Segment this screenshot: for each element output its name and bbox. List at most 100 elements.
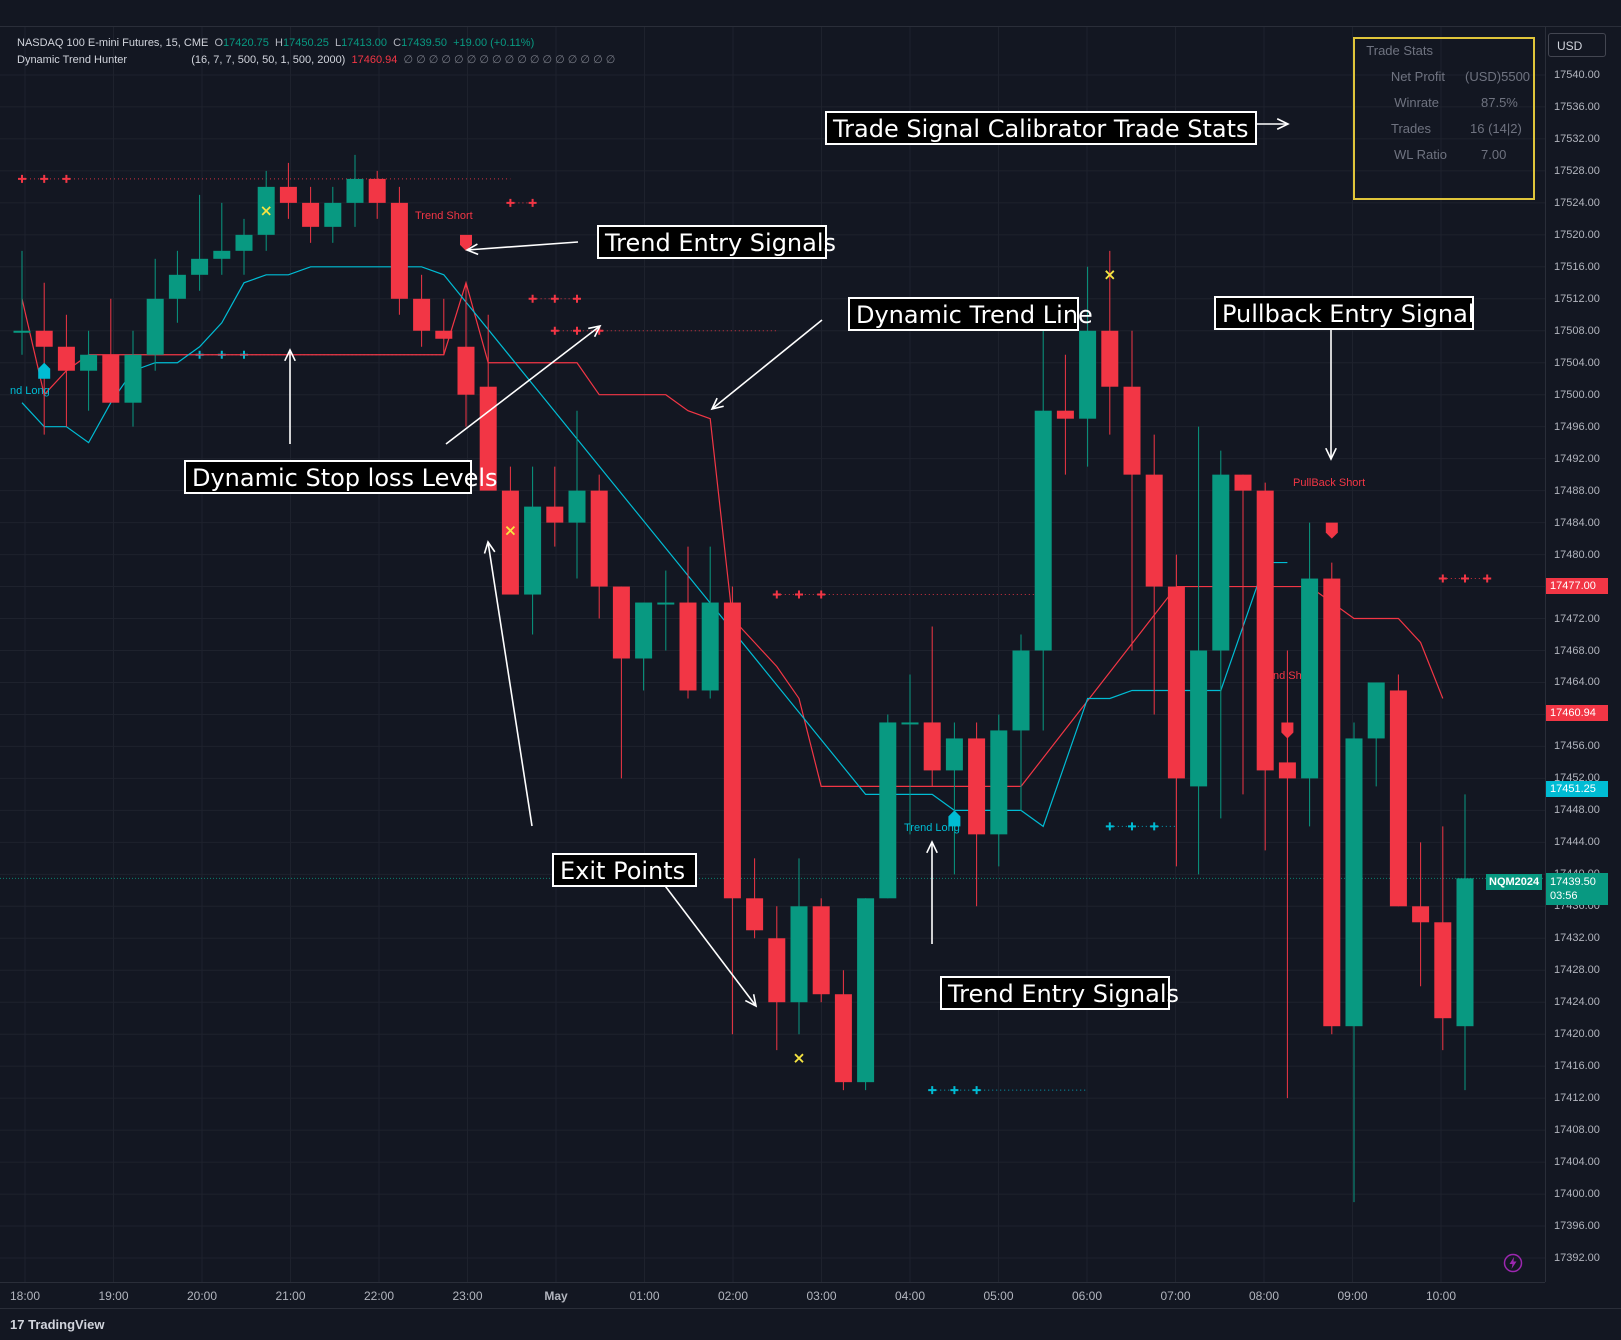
exit-point-marker — [1105, 270, 1115, 280]
callout-trend-entry-bottom: Trend Entry Signals — [940, 976, 1179, 1010]
candle-body — [679, 602, 697, 691]
candle-body — [1079, 330, 1097, 419]
price-tick-label: 17400.00 — [1554, 1188, 1600, 1201]
tradingview-logo-icon: 17 — [10, 1317, 25, 1332]
stats-value: (USD)5500 — [1465, 69, 1531, 84]
exit-point-marker — [261, 206, 271, 216]
lightning-icon[interactable] — [1503, 1253, 1523, 1273]
price-tick-label: 17432.00 — [1554, 932, 1600, 945]
candle-body — [1345, 738, 1363, 1027]
candle-body — [857, 898, 875, 1083]
candle-body — [1323, 578, 1341, 1027]
candle-body — [390, 202, 408, 299]
stop-level-plus-marker — [1461, 574, 1469, 583]
candle-body — [168, 274, 186, 299]
annotation-arrowhead — [588, 324, 602, 338]
callout-dynamic-trend-line: Dynamic Trend Line — [848, 297, 1093, 331]
time-tick-label: 07:00 — [1160, 1289, 1191, 1303]
candle-body — [812, 906, 830, 995]
contract-badge: NQM2024 — [1486, 874, 1543, 890]
candle-body — [146, 298, 164, 355]
candle-body — [1212, 474, 1230, 651]
candle-body — [1056, 410, 1074, 419]
candle-body — [968, 738, 986, 835]
tradingview-logo[interactable]: 17 TradingView — [10, 1317, 104, 1332]
low-key: L — [335, 37, 342, 49]
candle-body — [945, 738, 963, 771]
exit-point-marker — [794, 1053, 804, 1063]
trend-long-signal-marker — [948, 810, 961, 827]
trend-line-price-tag: 17451.25 — [1546, 781, 1608, 797]
price-tick-label: 17416.00 — [1554, 1060, 1600, 1073]
price-tick-label: 17500.00 — [1554, 388, 1600, 401]
time-tick-label: 02:00 — [717, 1289, 749, 1303]
candle-body — [457, 346, 475, 395]
candle-body — [1412, 906, 1430, 923]
stop-level-plus-marker — [550, 326, 559, 335]
bottom-bar: 17 TradingView — [0, 1308, 1621, 1340]
price-tick-label: 17532.00 — [1554, 132, 1600, 145]
candle-body — [790, 906, 808, 1003]
trend-long-label: Trend Long — [904, 822, 960, 834]
time-tick-label: 19:00 — [98, 1289, 129, 1303]
chart-pane[interactable]: Trend Short nd Long Trend Long PullBack … — [0, 27, 1545, 1282]
change-value: +19.00 (+0.11%) — [453, 37, 535, 49]
stop-level-plus-marker — [40, 174, 49, 183]
stats-value: 87.5% — [1481, 95, 1518, 110]
candle-body — [13, 330, 31, 333]
stop-level-plus-marker — [772, 590, 781, 599]
candle-body — [901, 722, 919, 725]
annotation-arrow — [445, 325, 601, 445]
annotation-arrowhead — [710, 397, 724, 411]
time-tick-label: 10:00 — [1425, 1289, 1457, 1303]
price-tick-label: 17488.00 — [1554, 484, 1600, 497]
candle-body — [1167, 586, 1185, 779]
indicator-name[interactable]: Dynamic Trend Hunter — [17, 54, 128, 66]
candle-body — [746, 898, 764, 931]
trade-stats-panel: Trade Stats Net Profit (USD)5500 Winrate… — [1353, 37, 1535, 200]
candle-body — [1123, 386, 1141, 475]
price-tick-label: 17508.00 — [1554, 324, 1600, 337]
symbol-name[interactable]: NASDAQ 100 E-mini Futures, 15, CME — [17, 37, 209, 49]
candlestick-chart[interactable] — [0, 27, 1545, 1282]
exit-point-marker — [505, 525, 516, 536]
stop-level-plus-marker — [817, 590, 826, 599]
candle-body — [1278, 762, 1296, 779]
price-tick-label: 17492.00 — [1554, 452, 1600, 465]
price-tick-label: 17424.00 — [1554, 996, 1600, 1009]
price-tick-label: 17396.00 — [1554, 1220, 1600, 1233]
candle-body — [213, 250, 231, 259]
candle-body — [235, 234, 253, 251]
price-tick-label: 17404.00 — [1554, 1156, 1600, 1169]
stop-level-plus-marker — [62, 174, 71, 183]
stats-value: 7.00 — [1481, 147, 1507, 162]
time-tick-label: 04:00 — [894, 1289, 926, 1303]
price-tick-label: 17472.00 — [1554, 612, 1600, 625]
annotation-arrowhead — [744, 994, 758, 1008]
pullback-short-signal-marker — [1325, 522, 1338, 539]
stats-value: 16 (14|2) — [1470, 121, 1522, 136]
time-axis[interactable]: 18:00 19:00 20:00 21:00 22:00 23:00 May 01:00 02… — [0, 1282, 1545, 1309]
candle-body — [413, 298, 431, 331]
price-tick-label: 17484.00 — [1554, 516, 1600, 529]
candle-body — [701, 602, 719, 691]
close-value: 17439.50 — [401, 37, 447, 49]
candle-body — [124, 354, 142, 403]
price-axis[interactable]: 17540.00 17536.00 17532.00 17528.00 17524.00… — [1545, 27, 1621, 1282]
trend-short-label: Trend Short — [415, 210, 473, 222]
annotation-arrow — [466, 241, 579, 251]
price-tick-label: 17444.00 — [1554, 836, 1600, 849]
candle-body — [635, 602, 653, 659]
pullback-short-label: PullBack Short — [1293, 477, 1366, 489]
last-price: 17439.50 — [1550, 876, 1596, 888]
trend-long-signal-marker — [38, 362, 51, 379]
legend-symbol-row: NASDAQ 100 E-mini Futures, 15, CME O1742… — [17, 35, 615, 52]
stop-level-plus-marker — [950, 1086, 959, 1095]
currency-button[interactable]: USD — [1548, 33, 1606, 57]
stats-label: Net Profit — [1390, 69, 1445, 84]
candle-body — [102, 354, 120, 403]
candle-body — [768, 938, 786, 1003]
open-key: O — [214, 37, 224, 49]
annotation-arrowhead — [284, 348, 296, 362]
stats-label: WL Ratio — [1394, 147, 1447, 162]
